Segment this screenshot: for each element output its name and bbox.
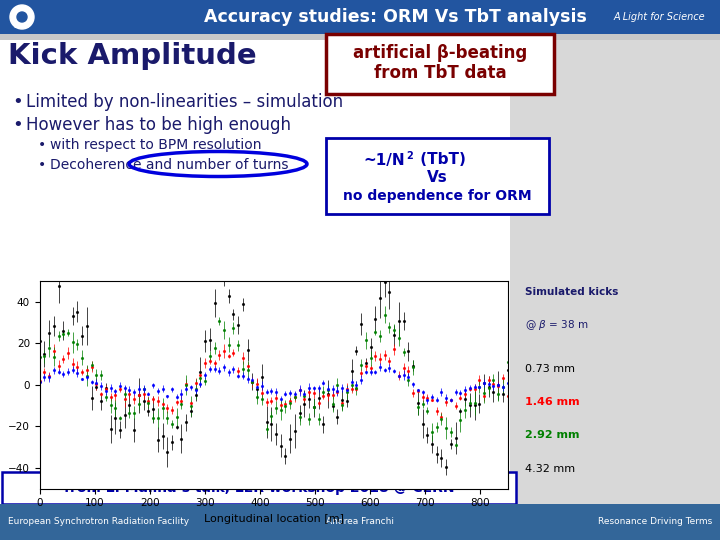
Text: 0.73 mm: 0.73 mm <box>524 364 575 374</box>
Text: no dependence for ORM: no dependence for ORM <box>343 189 531 203</box>
Text: Vs: Vs <box>427 171 447 186</box>
FancyBboxPatch shape <box>510 40 720 505</box>
Text: artificial β-beating: artificial β-beating <box>353 44 527 62</box>
Text: ESRF: ESRF <box>13 24 31 29</box>
Text: 1.46 mm: 1.46 mm <box>524 397 579 407</box>
Text: •: • <box>38 138 46 152</box>
Text: (TbT): (TbT) <box>415 152 466 167</box>
Text: Simulated kicks: Simulated kicks <box>524 287 618 297</box>
Text: Decoherence and number of turns: Decoherence and number of turns <box>50 158 289 172</box>
Y-axis label: $\Delta\beta_x\,/\,\beta_x$ [‰]: $\Delta\beta_x\,/\,\beta_x$ [‰] <box>0 353 2 416</box>
Text: However has to be high enough: However has to be high enough <box>26 116 291 134</box>
FancyBboxPatch shape <box>0 40 710 505</box>
Text: A Light for Science: A Light for Science <box>613 12 705 22</box>
Circle shape <box>10 5 34 29</box>
FancyBboxPatch shape <box>2 472 516 504</box>
Text: Resonance Driving Terms: Resonance Driving Terms <box>598 517 712 526</box>
Text: 2.92 mm: 2.92 mm <box>524 430 579 441</box>
Text: ~1/N: ~1/N <box>364 152 405 167</box>
Text: with respect to BPM resolution: with respect to BPM resolution <box>50 138 261 152</box>
Text: Limited by non-linearities – simulation: Limited by non-linearities – simulation <box>26 93 343 111</box>
FancyBboxPatch shape <box>0 0 720 34</box>
Text: from L. Malina’s talk, LER workshop 2018 @ CERN: from L. Malina’s talk, LER workshop 2018… <box>64 481 454 495</box>
FancyBboxPatch shape <box>326 34 554 94</box>
Text: European Synchrotron Radiation Facility: European Synchrotron Radiation Facility <box>8 517 189 526</box>
Text: •: • <box>38 158 46 172</box>
Text: Andrea Franchi: Andrea Franchi <box>326 517 394 526</box>
FancyBboxPatch shape <box>326 138 549 214</box>
X-axis label: Longitudinal location [m]: Longitudinal location [m] <box>204 514 343 524</box>
Text: •: • <box>12 116 23 134</box>
Text: Kick Amplitude: Kick Amplitude <box>8 42 256 70</box>
FancyBboxPatch shape <box>0 504 720 540</box>
Circle shape <box>17 12 27 22</box>
Text: •: • <box>12 93 23 111</box>
Text: 4.32 mm: 4.32 mm <box>524 464 575 474</box>
Text: 2: 2 <box>406 151 413 161</box>
Text: @ $\beta$ = 38 m: @ $\beta$ = 38 m <box>524 318 588 332</box>
Text: from TbT data: from TbT data <box>374 64 506 82</box>
Text: Accuracy studies: ORM Vs TbT analysis: Accuracy studies: ORM Vs TbT analysis <box>204 8 586 26</box>
